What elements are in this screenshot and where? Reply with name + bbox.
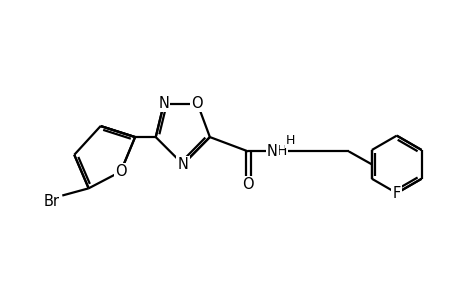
Text: H: H (285, 134, 294, 147)
Text: O: O (242, 178, 253, 193)
Text: N: N (158, 96, 169, 111)
Text: H: H (276, 144, 286, 158)
Text: N: N (177, 157, 188, 172)
Text: O: O (191, 96, 203, 111)
Text: Br: Br (44, 194, 60, 209)
Text: O: O (115, 164, 126, 179)
Text: F: F (392, 186, 400, 201)
Text: N: N (267, 144, 277, 159)
